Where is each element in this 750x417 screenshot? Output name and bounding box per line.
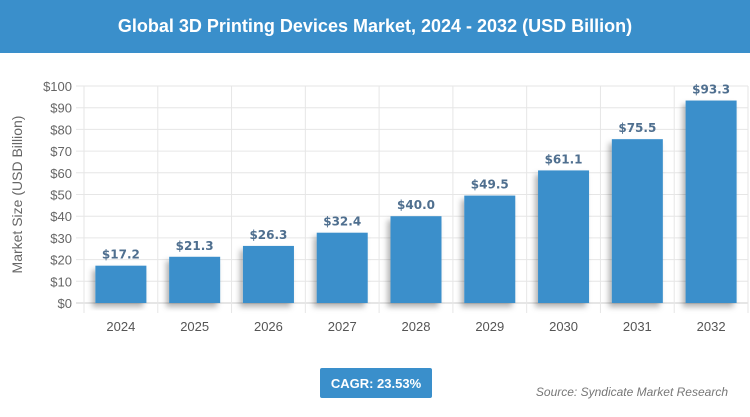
y-axis-label: Market Size (USD Billion): [9, 116, 25, 274]
x-tick-label: 2029: [475, 319, 504, 334]
y-tick-label: $0: [58, 296, 72, 311]
bar: [464, 195, 516, 303]
data-label: $75.5: [618, 121, 656, 135]
bar: [685, 100, 737, 303]
x-tick-label: 2032: [697, 319, 726, 334]
cagr-badge: CAGR: 23.53%: [320, 368, 432, 398]
bar: [95, 265, 147, 303]
x-tick-label: 2026: [254, 319, 283, 334]
data-label: $21.3: [176, 239, 214, 253]
chart-title: Global 3D Printing Devices Market, 2024 …: [0, 0, 750, 53]
y-tick-label: $100: [43, 79, 72, 94]
bar-chart: $0 $10 $20 $30 $40 $50 $60 $70 $80 $90 $100 $17.2 20…: [9, 79, 749, 334]
bar: [611, 139, 663, 303]
x-tick-label: 2028: [402, 319, 431, 334]
y-tick-label: $40: [50, 209, 72, 224]
x-tick-label: 2024: [106, 319, 135, 334]
y-tick-label: $90: [50, 101, 72, 116]
bar: [390, 216, 442, 303]
x-tick-label: 2030: [549, 319, 578, 334]
bar: [538, 170, 590, 303]
y-tick-label: $80: [50, 122, 72, 137]
y-tick-label: $10: [50, 274, 72, 289]
x-tick-label: 2025: [180, 319, 209, 334]
data-label: $61.1: [545, 152, 583, 166]
x-tick-label: 2027: [328, 319, 357, 334]
y-tick-label: $20: [50, 253, 72, 268]
y-tick-label: $70: [50, 144, 72, 159]
data-label: $26.3: [249, 228, 287, 242]
data-label: $49.5: [471, 178, 509, 192]
bar: [316, 232, 368, 303]
data-label: $93.3: [692, 83, 730, 97]
y-tick-label: $50: [50, 188, 72, 203]
data-label: $17.2: [102, 248, 140, 262]
source-note: Source: Syndicate Market Research: [535, 385, 728, 399]
y-tick-label: $60: [50, 166, 72, 181]
x-tick-label: 2031: [623, 319, 652, 334]
y-tick-label: $30: [50, 231, 72, 246]
bar: [242, 245, 294, 303]
data-label: $32.4: [323, 215, 361, 229]
data-label: $40.0: [397, 198, 435, 212]
bar: [169, 256, 221, 303]
